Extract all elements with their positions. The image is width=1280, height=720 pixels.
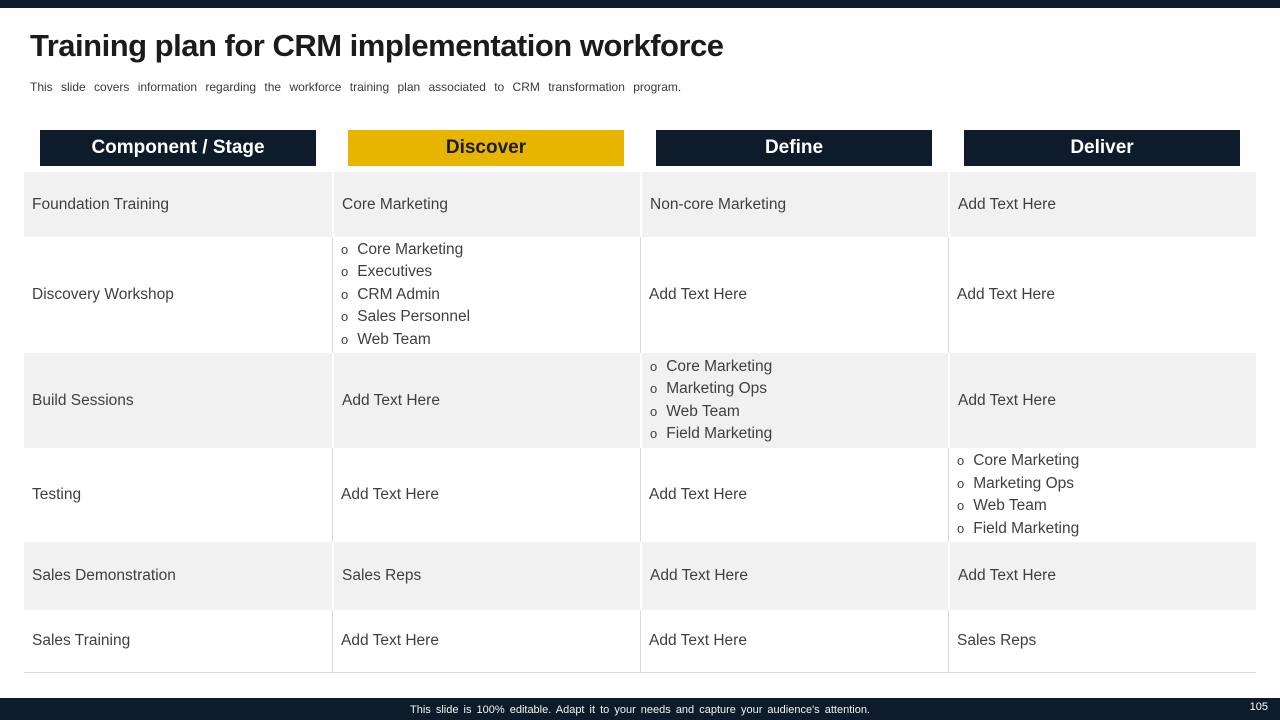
circle-bullet-icon: o [957, 453, 965, 468]
list-item: o Core Marketing [957, 450, 1079, 473]
list-item: o Field Marketing [650, 423, 772, 446]
define-cell: Add Text Here [640, 448, 948, 542]
list-item-label: Web Team [973, 497, 1047, 514]
component-cell: Sales Demonstration [24, 542, 332, 610]
component-cell: Build Sessions [24, 353, 332, 448]
circle-bullet-icon: o [341, 286, 349, 302]
header-discover: Discover [348, 130, 624, 166]
list-item: o Core Marketing [341, 239, 463, 262]
discover-cell: Sales Reps [332, 542, 640, 610]
header-component-stage: Component / Stage [40, 130, 316, 166]
list-item-label: Marketing Ops [973, 474, 1075, 492]
page-title: Training plan for CRM implementation wor… [30, 28, 724, 63]
discover-cell: Add Text Here [332, 353, 640, 448]
discover-cell: Add Text Here [332, 448, 640, 542]
circle-bullet-icon: o [957, 520, 965, 536]
list-item-label: Executives [357, 263, 433, 281]
list-item-label: Field Marketing [973, 519, 1080, 537]
list-item: o Web Team [650, 401, 740, 424]
table-row-testing: Testing Add Text Here Add Text Here o Cor… [24, 448, 1256, 542]
component-cell: Sales Training [24, 610, 332, 672]
list-item-label: Marketing Ops [666, 380, 768, 397]
circle-bullet-icon: o [650, 381, 658, 396]
circle-bullet-icon: o [341, 264, 349, 280]
table-row-sales-training: Sales Training Add Text Here Add Text He… [24, 610, 1256, 672]
list-item: o Marketing Ops [650, 378, 767, 401]
page-number: 105 [1249, 701, 1268, 713]
list-item-label: Core Marketing [357, 240, 464, 258]
header-deliver: Deliver [964, 130, 1240, 166]
header-define: Define [656, 130, 932, 166]
footer-note: This slide is 100% editable. Adapt it to… [410, 704, 870, 716]
circle-bullet-icon: o [650, 358, 658, 374]
circle-bullet-icon: o [341, 241, 349, 257]
define-cell: Add Text Here [640, 542, 948, 610]
deliver-cell: Add Text Here [948, 542, 1256, 610]
circle-bullet-icon: o [957, 475, 965, 491]
define-cell: Non-core Marketing [640, 172, 948, 237]
component-cell: Foundation Training [24, 172, 332, 237]
list-item: o Core Marketing [650, 356, 772, 379]
list-item-label: Core Marketing [973, 452, 1080, 469]
list-item: o Executives [341, 261, 432, 284]
deliver-cell: Add Text Here [948, 172, 1256, 237]
deliver-cell: Add Text Here [948, 237, 1256, 353]
list-item: o Web Team [957, 495, 1047, 518]
define-cell: Add Text Here [640, 610, 948, 672]
deliver-cell: Sales Reps [948, 610, 1256, 672]
table-row-build-sessions: Build Sessions Add Text Here o Core Marke… [24, 353, 1256, 448]
define-cell: Add Text Here [640, 237, 948, 353]
circle-bullet-icon: o [341, 309, 349, 325]
list-item: o Marketing Ops [957, 473, 1074, 496]
circle-bullet-icon: o [650, 426, 658, 441]
list-item: o CRM Admin [341, 284, 440, 307]
table-header-row: Component / Stage Discover Define Delive… [24, 130, 1256, 166]
circle-bullet-icon: o [957, 498, 965, 513]
discover-cell-list: o Core Marketing o Executives o CRM Admin o… [332, 237, 640, 353]
list-item-label: Web Team [666, 402, 740, 420]
deliver-cell-list: o Core Marketing o Marketing Ops o Web Team… [948, 448, 1256, 542]
top-accent-bar [0, 0, 1280, 8]
circle-bullet-icon: o [650, 403, 658, 419]
list-item: o Sales Personnel [341, 306, 470, 329]
list-item: o Web Team [341, 329, 431, 352]
component-cell: Discovery Workshop [24, 237, 332, 353]
table-row-sales-demonstration: Sales Demonstration Sales Reps Add Text … [24, 542, 1256, 610]
list-item-label: CRM Admin [357, 285, 440, 303]
list-item-label: Web Team [357, 330, 431, 348]
discover-cell: Core Marketing [332, 172, 640, 237]
page-subtitle: This slide covers information regarding … [30, 80, 682, 94]
table-row-discovery-workshop: Discovery Workshop o Core Marketing o Exec… [24, 237, 1256, 353]
bottom-accent-bar [0, 698, 1280, 720]
component-cell: Testing [24, 448, 332, 542]
define-cell-list: o Core Marketing o Marketing Ops o Web Team… [640, 353, 948, 448]
list-item-label: Sales Personnel [357, 308, 471, 326]
table-body: Foundation Training Core Marketing Non-c… [24, 172, 1256, 673]
list-item-label: Core Marketing [666, 357, 773, 375]
deliver-cell: Add Text Here [948, 353, 1256, 448]
discover-cell: Add Text Here [332, 610, 640, 672]
table-row-foundation-training: Foundation Training Core Marketing Non-c… [24, 172, 1256, 237]
circle-bullet-icon: o [341, 331, 349, 347]
list-item: o Field Marketing [957, 518, 1079, 541]
list-item-label: Field Marketing [666, 425, 773, 442]
